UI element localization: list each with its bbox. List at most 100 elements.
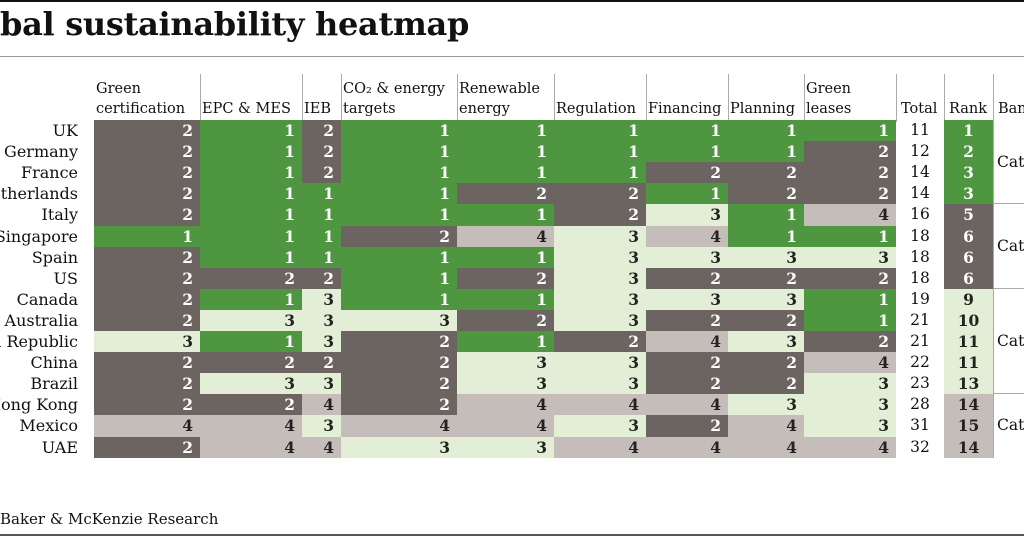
heatmap-cell: 4 bbox=[341, 415, 457, 437]
heatmap-cell: 1 bbox=[554, 141, 646, 163]
heatmap-cell: 3 bbox=[457, 352, 554, 374]
heatmap-cell: 2 bbox=[554, 204, 646, 226]
heatmap-cell: 2 bbox=[94, 288, 200, 311]
heatmap-cell: 3 bbox=[804, 394, 896, 416]
total-value: 28 bbox=[910, 395, 930, 414]
rank-value: 5 bbox=[944, 204, 993, 226]
heatmap-cell: 1 bbox=[302, 183, 341, 205]
heatmap-cell: 4 bbox=[457, 394, 554, 416]
heatmap-cell: 4 bbox=[554, 436, 646, 458]
total-value: 12 bbox=[910, 142, 930, 161]
heatmap-cell: 4 bbox=[94, 415, 200, 437]
heatmap-cell: 1 bbox=[200, 288, 302, 311]
heatmap-cell: 2 bbox=[94, 204, 200, 226]
heatmap-cell: 1 bbox=[200, 162, 302, 184]
header-divider bbox=[646, 74, 647, 122]
total-value: 22 bbox=[910, 353, 930, 372]
heatmap-cell: 1 bbox=[341, 204, 457, 226]
heatmap-cell: 3 bbox=[554, 267, 646, 290]
header-divider bbox=[457, 74, 458, 122]
heatmap-cell: 4 bbox=[457, 415, 554, 437]
heatmap-cell: 2 bbox=[457, 267, 554, 290]
heatmap-cell: 2 bbox=[728, 373, 804, 395]
heatmap-cell: 1 bbox=[804, 120, 896, 142]
heatmap-cell: 3 bbox=[554, 246, 646, 269]
heatmap-cell: 2 bbox=[302, 162, 341, 184]
rank-value: 3 bbox=[944, 162, 993, 184]
heatmap-cell: 2 bbox=[646, 309, 728, 332]
heatmap-cell: 2 bbox=[554, 183, 646, 205]
heatmap-cell: 2 bbox=[804, 141, 896, 163]
header-divider bbox=[944, 74, 945, 122]
heatmap-cell: 2 bbox=[302, 267, 341, 290]
heatmap-cell: 2 bbox=[804, 183, 896, 205]
band-label: Cat bbox=[997, 416, 1024, 435]
header-divider bbox=[993, 74, 994, 122]
heatmap-cell: 3 bbox=[554, 415, 646, 437]
heatmap-cell: 2 bbox=[341, 225, 457, 247]
heatmap-cell: 3 bbox=[804, 415, 896, 437]
header-divider bbox=[896, 74, 897, 122]
heatmap-cell: 3 bbox=[302, 288, 341, 311]
heatmap-cell: 1 bbox=[804, 225, 896, 247]
heatmap-cell: 3 bbox=[554, 225, 646, 247]
column-header: Financing bbox=[648, 101, 722, 117]
row-label: Singapore bbox=[0, 226, 78, 246]
heatmap-cell: 3 bbox=[728, 394, 804, 416]
heatmap-cell: 1 bbox=[200, 141, 302, 163]
heatmap-cell: 3 bbox=[554, 309, 646, 332]
band-divider bbox=[993, 287, 1024, 289]
heatmap-cell: 3 bbox=[341, 309, 457, 332]
row-label: France bbox=[20, 163, 78, 183]
heatmap-cell: 2 bbox=[728, 352, 804, 374]
header-divider bbox=[200, 74, 201, 122]
row-label: etherlands bbox=[0, 184, 78, 204]
header-divider bbox=[554, 74, 555, 122]
heatmap-cell: 2 bbox=[200, 352, 302, 374]
row-label: China bbox=[30, 353, 78, 373]
row-label: Australia bbox=[4, 310, 78, 330]
rank-value: 6 bbox=[944, 246, 993, 269]
rank-value: 11 bbox=[944, 331, 993, 353]
row-label: UAE bbox=[41, 437, 78, 457]
row-label: Italy bbox=[41, 205, 78, 225]
rank-value: 3 bbox=[944, 183, 993, 205]
heatmap-cell: 2 bbox=[302, 352, 341, 374]
heatmap-cell: 1 bbox=[302, 246, 341, 269]
total-value: 19 bbox=[910, 289, 930, 308]
column-header: Green leases bbox=[806, 81, 852, 117]
heatmap-cell: 2 bbox=[728, 183, 804, 205]
total-value: 18 bbox=[910, 268, 930, 287]
band-border bbox=[993, 120, 994, 458]
heatmap-cell: 3 bbox=[200, 309, 302, 332]
heatmap-cell: 1 bbox=[302, 225, 341, 247]
band-divider bbox=[993, 393, 1024, 395]
rank-value: 2 bbox=[944, 141, 993, 163]
heatmap-cell: 3 bbox=[302, 373, 341, 395]
heatmap-cell: 2 bbox=[341, 352, 457, 374]
total-value: 11 bbox=[910, 121, 930, 139]
rank-value: 6 bbox=[944, 267, 993, 290]
heatmap-cell: 2 bbox=[94, 373, 200, 395]
heatmap-cell: 4 bbox=[804, 352, 896, 374]
heatmap-cell: 2 bbox=[804, 267, 896, 290]
heatmap-cell: 2 bbox=[341, 394, 457, 416]
heatmap-cell: 1 bbox=[200, 331, 302, 353]
total-value: 31 bbox=[910, 416, 930, 435]
heatmap-cell: 1 bbox=[457, 246, 554, 269]
total-value: 18 bbox=[910, 247, 930, 266]
heatmap-cell: 4 bbox=[728, 436, 804, 458]
heatmap-cell: 1 bbox=[457, 162, 554, 184]
total-value: 14 bbox=[910, 163, 930, 182]
heatmap-cell: 4 bbox=[646, 436, 728, 458]
heatmap-cell: 3 bbox=[302, 331, 341, 353]
heatmap-cell: 4 bbox=[457, 225, 554, 247]
row-label: Hong Kong bbox=[0, 395, 78, 415]
heatmap-cell: 1 bbox=[804, 288, 896, 311]
rank-value: 15 bbox=[944, 415, 993, 437]
rank-value: 14 bbox=[944, 394, 993, 416]
total-value: 21 bbox=[910, 310, 930, 329]
column-header: CO₂ & energy targets bbox=[343, 81, 445, 117]
heatmap-cell: 2 bbox=[554, 331, 646, 353]
header-divider bbox=[341, 74, 342, 122]
